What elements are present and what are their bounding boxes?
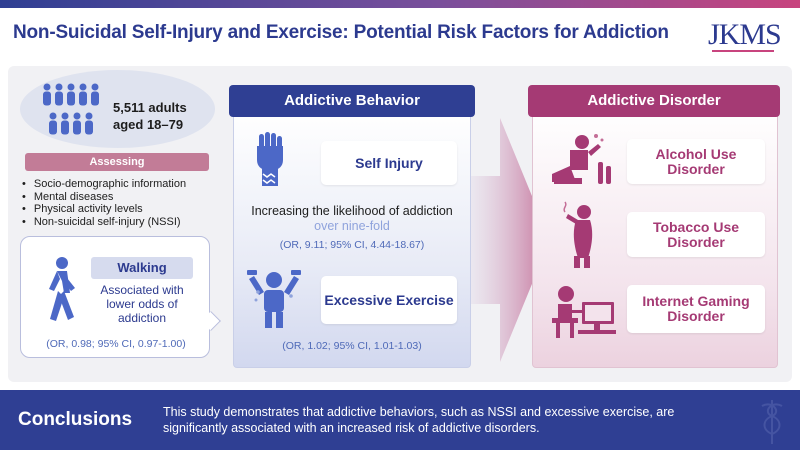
top-gradient-band (0, 0, 800, 8)
walking-person-icon (49, 257, 75, 321)
crowd-people-icon (43, 83, 99, 135)
caduceus-watermark-icon (761, 400, 783, 444)
gamer-computer-icon (552, 286, 616, 338)
assessing-item: Non-suicidal self-injury (NSSI) (22, 216, 186, 229)
age-range: aged 18–79 (113, 117, 184, 132)
self-injury-box: Self Injury (321, 141, 457, 185)
self-injury-stat: (OR, 9.11; 95% CI, 4.44-18.67) (279, 239, 425, 251)
conclusions-bar (0, 390, 800, 450)
assessing-item: Physical activity levels (22, 203, 186, 216)
likelihood-text: Increasing the likelihood of addiction o… (240, 204, 464, 234)
alcohol-use-disorder: Alcohol Use Disorder (627, 139, 765, 184)
direction-arrow (470, 118, 550, 362)
addictive-disorder-heading: Addictive Disorder (528, 85, 780, 117)
internet-gaming-disorder: Internet Gaming Disorder (627, 285, 765, 333)
walking-stat: (OR, 0.98; 95% CI, 0.97-1.00) (46, 338, 186, 350)
excessive-exercise-box: Excessive Exercise (321, 276, 457, 324)
walking-callout (20, 236, 210, 358)
alcohol-drinker-icon (552, 134, 611, 184)
walking-label: Walking (91, 257, 193, 279)
exercise-person-icon (247, 270, 301, 328)
assessing-list: Socio-demographic information Mental dis… (22, 178, 186, 228)
assessing-item: Socio-demographic information (22, 178, 186, 191)
page-title: Non-Suicidal Self-Injury and Exercise: P… (13, 22, 669, 43)
likelihood-prefix: Increasing the likelihood of addiction (251, 204, 453, 218)
sample-size: 5,511 adults (113, 100, 187, 115)
likelihood-highlight: over nine-fold (314, 219, 390, 233)
assessing-label: Assessing (25, 153, 209, 171)
addictive-behavior-heading: Addictive Behavior (229, 85, 475, 117)
exercise-stat: (OR, 1.02; 95% CI, 1.01-1.03) (282, 340, 422, 352)
walking-description: Associated with lower odds of addiction (100, 283, 184, 325)
smoker-icon (563, 201, 593, 268)
logo-underline (712, 50, 774, 52)
conclusions-title: Conclusions (18, 409, 133, 430)
tobacco-use-disorder: Tobacco Use Disorder (627, 212, 765, 257)
injured-wrist-icon (257, 132, 283, 186)
journal-logo: JKMS (708, 18, 782, 51)
population-oval (20, 70, 215, 148)
assessing-item: Mental diseases (22, 191, 186, 204)
conclusions-text: This study demonstrates that addictive b… (163, 405, 675, 435)
